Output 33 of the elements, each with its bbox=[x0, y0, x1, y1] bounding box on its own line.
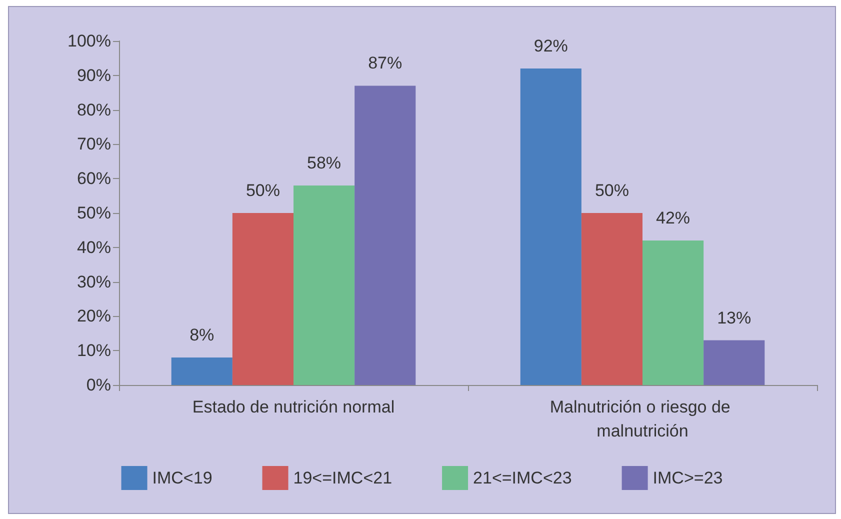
y-tick-label: 90% bbox=[76, 66, 111, 85]
data-label: 13% bbox=[717, 308, 752, 328]
data-label: 87% bbox=[368, 54, 402, 73]
y-tick-label: 10% bbox=[76, 341, 111, 360]
legend-label: IMC>=23 bbox=[652, 468, 723, 488]
x-tick-label: Estado de nutrición normal bbox=[192, 398, 395, 416]
y-tick-label: 50% bbox=[76, 204, 111, 222]
data-label: 50% bbox=[246, 181, 280, 200]
bar bbox=[171, 357, 232, 385]
bar bbox=[520, 68, 582, 385]
bar bbox=[642, 240, 704, 385]
y-tick-label: 60% bbox=[76, 169, 111, 188]
data-label: 8% bbox=[190, 325, 214, 344]
y-tick-label: 100% bbox=[68, 32, 111, 50]
y-tick-label: 80% bbox=[76, 100, 111, 120]
bar bbox=[704, 340, 765, 385]
data-label: 58% bbox=[307, 153, 342, 172]
y-tick-label: 30% bbox=[76, 272, 111, 292]
legend-label: IMC<19 bbox=[152, 468, 212, 488]
y-tick-label: 0% bbox=[86, 376, 111, 394]
y-tick-label: 20% bbox=[76, 306, 111, 326]
bar bbox=[232, 213, 294, 385]
data-label: 50% bbox=[594, 181, 629, 200]
legend-label: 21<=IMC<23 bbox=[473, 468, 572, 488]
bar bbox=[581, 213, 642, 385]
bar bbox=[294, 185, 355, 385]
y-tick-label: 40% bbox=[76, 238, 111, 257]
y-tick-label: 70% bbox=[76, 134, 111, 154]
bar bbox=[354, 86, 416, 385]
legend-label: 19<=IMC<21 bbox=[293, 468, 392, 488]
data-label: 42% bbox=[656, 208, 690, 228]
x-tick-label: Malnutrición o riesgo de malnutrición bbox=[550, 398, 736, 440]
data-label: 92% bbox=[534, 36, 568, 56]
